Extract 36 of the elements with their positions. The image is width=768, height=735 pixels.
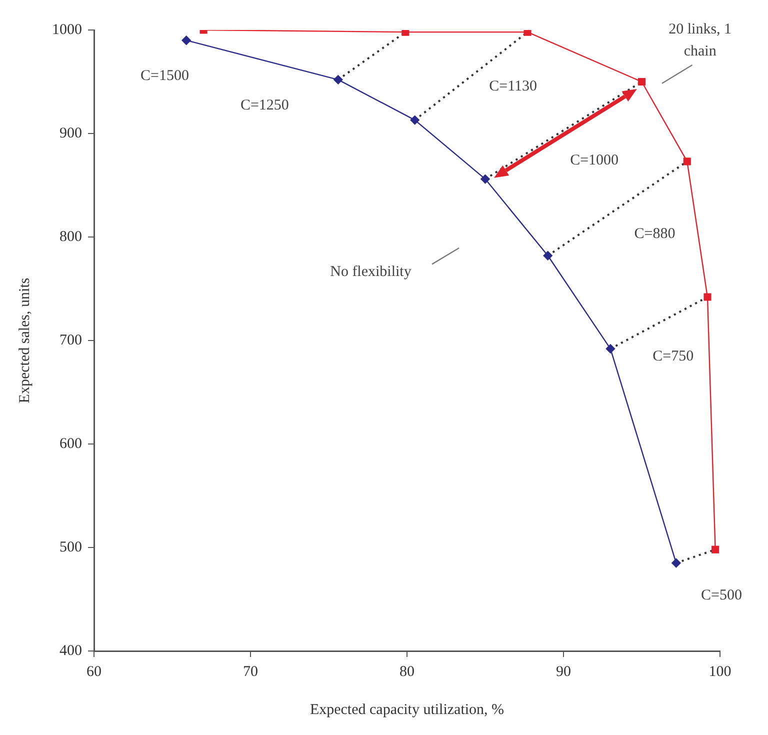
point — [543, 251, 552, 260]
y-tick-label: 900 — [60, 125, 82, 142]
annotation: C=750 — [652, 348, 694, 364]
annotation: C=500 — [701, 587, 742, 604]
x-tick-label: 80 — [400, 664, 414, 680]
y-tick-label: 600 — [60, 436, 82, 452]
point — [712, 546, 720, 554]
annotation: C=1130 — [489, 78, 538, 95]
x-axis-title: Expected capacity utilization, % — [310, 702, 504, 718]
point — [638, 78, 646, 86]
point — [683, 158, 691, 166]
y-tick-label: 400 — [60, 642, 82, 659]
y-tick-label: 700 — [60, 332, 82, 348]
point — [524, 30, 532, 36]
annotation: C=1250 — [240, 98, 289, 114]
annotation: C=1500 — [140, 68, 189, 84]
annotation: C=1000 — [570, 152, 619, 169]
y-tick-label: 1000 — [52, 22, 82, 38]
point — [334, 75, 343, 84]
x-tick-label: 70 — [243, 664, 258, 680]
x-tick-label: 100 — [708, 664, 732, 680]
point — [606, 344, 616, 354]
point — [672, 558, 681, 568]
y-tick-label: 500 — [60, 539, 82, 556]
point — [182, 36, 191, 45]
y-axis-title: Expected sales, units — [16, 278, 33, 404]
annotation: No flexibility — [330, 264, 412, 280]
point — [410, 115, 420, 125]
point — [704, 293, 712, 301]
point — [402, 30, 410, 36]
point — [480, 174, 490, 184]
annotation: 20 links, 1 chain — [668, 21, 732, 60]
x-tick-label: 90 — [556, 664, 571, 680]
annotation: C=880 — [634, 226, 676, 242]
x-tick-label: 60 — [86, 664, 102, 680]
y-tick-label: 800 — [60, 228, 82, 245]
